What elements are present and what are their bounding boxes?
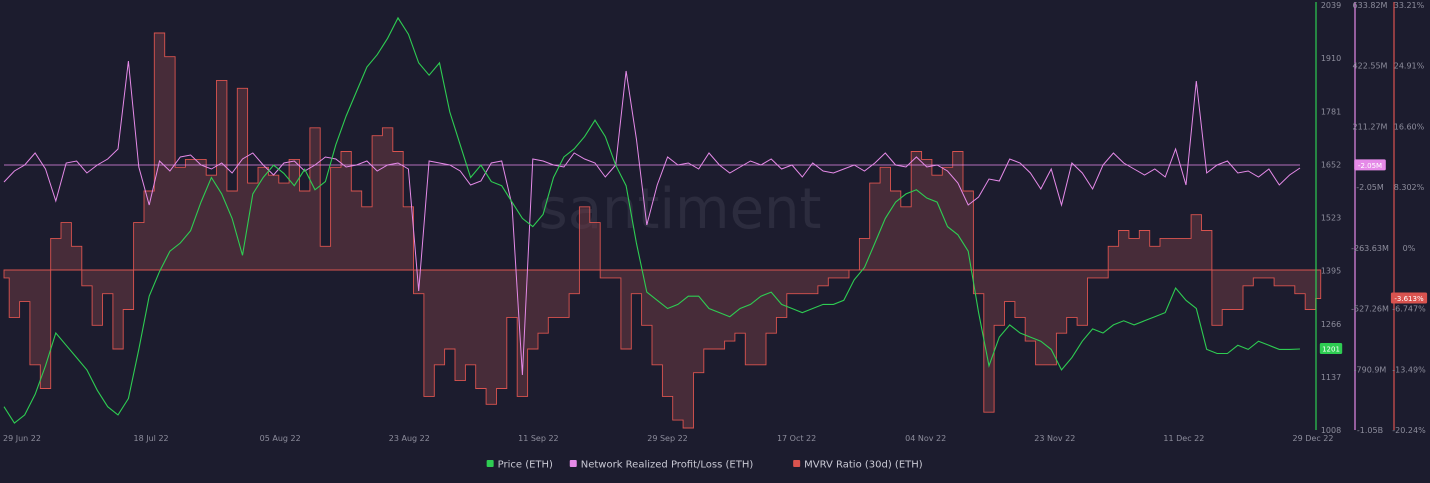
axes-group: 2039 1910 1781 1652 1523 1395 1266 1137 1008 1201… (1315, 1, 1428, 435)
legend-item-label: MVRV Ratio (30d) (ETH) (804, 460, 923, 471)
price-line (3, 16, 1301, 424)
price-tick-label: 1395 (1321, 267, 1341, 276)
mvrv-area (3, 32, 1322, 429)
price-current-badge (1319, 343, 1343, 355)
price-tick-label: 1652 (1321, 160, 1341, 169)
mvrv-series-group (3, 32, 1322, 429)
mvrv-tick-label: 8.302% (1394, 183, 1425, 192)
pnl-tick-label: 422.55M (1353, 62, 1388, 71)
legend-item-label: Price (ETH) (498, 460, 553, 471)
price-tick-label: 2039 (1321, 1, 1341, 10)
pnl-tick-label: -527.26M (1351, 305, 1389, 314)
x-tick-label: 29 Dec 22 (1293, 434, 1334, 443)
pnl-tick-label: -1.05B (1357, 426, 1383, 435)
pnl-tick-label: -263.63M (1351, 244, 1389, 253)
legend-swatch (793, 460, 801, 467)
price-tick-label: 1910 (1321, 54, 1341, 63)
x-tick-label: 29 Sep 22 (647, 434, 688, 443)
x-tick-label: 11 Sep 22 (518, 434, 559, 443)
x-tick-label: 18 Jul 22 (134, 434, 169, 443)
pnl-series-group (3, 60, 1301, 376)
mvrv-current-badge (1390, 292, 1428, 304)
x-tick-label: 04 Nov 22 (905, 434, 946, 443)
pnl-tick-label: -2.05M (1356, 183, 1384, 192)
x-tick-label: 29 Jun 22 (3, 434, 41, 443)
price-current-badge-label: 1201 (1322, 346, 1340, 354)
price-series-group (3, 16, 1301, 424)
x-tick-label: 11 Dec 22 (1163, 434, 1204, 443)
legend: Price (ETH) Network Realized Profit/Loss … (486, 460, 923, 471)
pnl-tick-label: -790.9M (1354, 365, 1387, 374)
legend-item-label: Network Realized Profit/Loss (ETH) (581, 460, 754, 471)
legend-swatch (486, 460, 494, 467)
mvrv-tick-label: 0% (1403, 244, 1416, 253)
price-tick-label: 1008 (1321, 426, 1341, 435)
mvrv-current-badge-label: -3.613% (1394, 295, 1424, 303)
price-tick-label: 1266 (1321, 320, 1341, 329)
mvrv-tick-label: 24.91% (1394, 62, 1425, 71)
x-tick-label: 23 Nov 22 (1034, 434, 1075, 443)
price-tick-label: 1781 (1321, 107, 1341, 116)
legend-swatch (569, 460, 577, 467)
x-tick-label: 05 Aug 22 (260, 434, 301, 443)
pnl-tick-label: 211.27M (1353, 122, 1388, 131)
pnl-line (3, 60, 1301, 376)
pnl-current-badge-label: -2.05M (1358, 162, 1382, 170)
x-tick-label: 17 Oct 22 (777, 434, 816, 443)
mvrv-tick-label: -13.49% (1392, 365, 1426, 374)
mvrv-tick-label: 16.60% (1394, 122, 1425, 131)
pnl-tick-label: 633.82M (1353, 1, 1388, 10)
price-tick-label: 1137 (1321, 373, 1341, 382)
pnl-current-badge (1354, 159, 1386, 171)
x-axis-group: 29 Jun 22 18 Jul 22 05 Aug 22 23 Aug 22 11 S… (3, 434, 1333, 443)
mvrv-tick-label: -6.747% (1392, 305, 1426, 314)
mvrv-tick-label: -20.24% (1392, 426, 1426, 435)
price-tick-label: 1523 (1321, 214, 1341, 223)
mvrv-tick-label: 33.21% (1394, 1, 1425, 10)
x-tick-label: 23 Aug 22 (389, 434, 430, 443)
